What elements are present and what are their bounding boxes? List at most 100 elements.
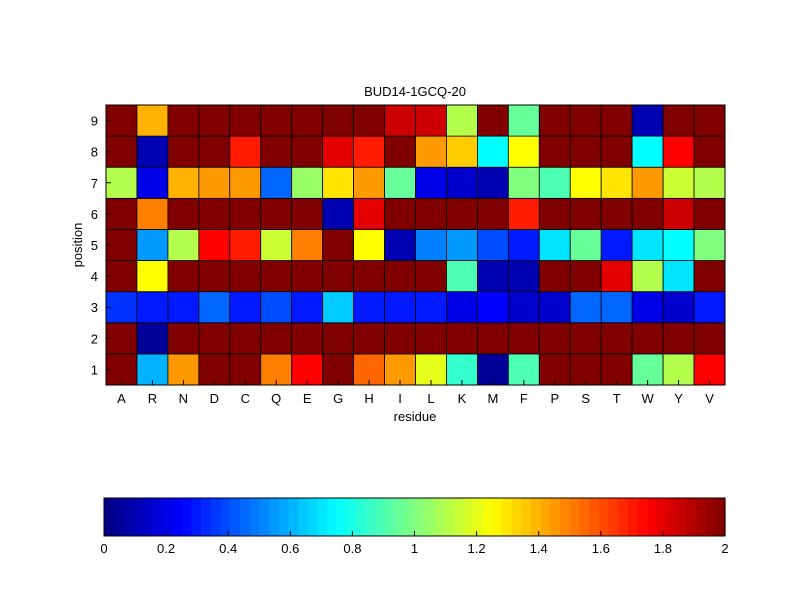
heatmap-cell bbox=[476, 104, 509, 137]
heatmap-cell bbox=[569, 166, 602, 199]
heatmap-cell bbox=[476, 322, 509, 355]
colorbar-swatch bbox=[560, 498, 571, 536]
colorbar-swatch bbox=[307, 498, 319, 536]
y-tick-label: 7 bbox=[91, 176, 98, 191]
heatmap-cell bbox=[476, 197, 509, 230]
heatmap-cell bbox=[600, 166, 633, 199]
heatmap-cell bbox=[693, 135, 726, 168]
heatmap-cell bbox=[538, 166, 571, 199]
heatmap-cell bbox=[507, 197, 540, 230]
heatmap-cell bbox=[507, 166, 540, 199]
heatmap-cell bbox=[353, 166, 385, 199]
colorbar-swatch bbox=[540, 498, 551, 536]
colorbar-tick-label: 0.8 bbox=[343, 541, 361, 556]
y-tick-labels: 1 2 3 4 5 6 7 8 9 bbox=[91, 114, 111, 377]
heatmap-cell bbox=[446, 135, 478, 168]
colorbar-tick-label: 1.2 bbox=[468, 541, 486, 556]
heatmap-cell bbox=[229, 197, 262, 230]
heatmap-cell bbox=[415, 229, 447, 261]
colorbar-swatch bbox=[191, 498, 202, 536]
heatmap-cell bbox=[569, 135, 602, 168]
colorbar-tick-label: 0 bbox=[100, 541, 107, 556]
colorbar-swatch bbox=[162, 498, 173, 536]
heatmap-cell bbox=[229, 322, 262, 355]
heatmap-cell bbox=[693, 291, 726, 324]
heatmap-cell bbox=[507, 322, 540, 355]
y-tick-label: 6 bbox=[91, 207, 98, 222]
heatmap-cell bbox=[136, 322, 169, 355]
colorbar-swatch bbox=[395, 498, 406, 536]
heatmap-cell bbox=[446, 229, 478, 261]
colorbar-swatch bbox=[647, 498, 658, 536]
heatmap-cell bbox=[538, 197, 571, 230]
heatmap-cell bbox=[291, 166, 324, 199]
heatmap-cell bbox=[353, 322, 385, 355]
heatmap-cell bbox=[662, 291, 695, 324]
heatmap-cell bbox=[198, 104, 231, 137]
heatmap-cell bbox=[384, 353, 416, 386]
x-tick-label: T bbox=[613, 391, 621, 406]
heatmap-cell bbox=[476, 291, 509, 324]
heatmap-cell bbox=[291, 291, 324, 324]
x-tick-label: S bbox=[581, 391, 590, 406]
heatmap-cell bbox=[136, 291, 169, 324]
colorbar-swatch bbox=[550, 498, 561, 536]
heatmap-cell bbox=[229, 135, 262, 168]
colorbar-tick-label: 0.2 bbox=[157, 541, 175, 556]
colorbar-swatch bbox=[627, 498, 639, 536]
y-axis-label: position bbox=[70, 223, 85, 268]
heatmap-cell bbox=[260, 353, 293, 386]
y-tick-label: 4 bbox=[91, 269, 98, 284]
heatmap-cell bbox=[569, 291, 602, 324]
x-tick-label: P bbox=[550, 391, 559, 406]
heatmap-cell bbox=[415, 291, 447, 324]
colorbar-swatch bbox=[530, 498, 542, 536]
x-tick-label: R bbox=[148, 391, 157, 406]
y-tick-label: 3 bbox=[91, 300, 98, 315]
heatmap-cell bbox=[384, 135, 416, 168]
heatmap-cell bbox=[322, 197, 354, 230]
colorbar-swatch bbox=[521, 498, 532, 536]
heatmap-cell bbox=[662, 135, 695, 168]
y-tick-label: 1 bbox=[91, 362, 98, 377]
heatmap-cell bbox=[631, 260, 664, 293]
colorbar-swatch bbox=[356, 498, 367, 536]
colorbar-swatch bbox=[666, 498, 678, 536]
heatmap-cell bbox=[446, 197, 478, 230]
heatmap-cell bbox=[198, 229, 231, 261]
x-tick-label: Q bbox=[271, 391, 281, 406]
heatmap-cell bbox=[291, 260, 324, 293]
colorbar-swatch bbox=[424, 498, 435, 536]
heatmap-cell bbox=[415, 135, 447, 168]
x-tick-label: G bbox=[333, 391, 343, 406]
heatmap-cell bbox=[507, 135, 540, 168]
y-tick-label: 8 bbox=[91, 145, 98, 160]
heatmap-cell bbox=[631, 166, 664, 199]
heatmap-cell bbox=[384, 260, 416, 293]
heatmap-cell bbox=[167, 291, 200, 324]
x-tick-label: F bbox=[520, 391, 528, 406]
heatmap-cell bbox=[538, 291, 571, 324]
heatmap-cell bbox=[105, 260, 138, 293]
colorbar-tick-labels: 0 0.2 0.4 0.6 0.8 1 1.2 1.4 1.6 1.8 2 bbox=[100, 531, 729, 556]
heatmap-cell bbox=[136, 166, 169, 199]
heatmap-cell bbox=[384, 104, 416, 137]
heatmap-cell bbox=[384, 322, 416, 355]
colorbar bbox=[104, 498, 726, 536]
colorbar-swatch bbox=[443, 498, 454, 536]
colorbar-tick-label: 1.4 bbox=[530, 541, 548, 556]
heatmap-cell bbox=[693, 353, 726, 386]
colorbar-swatch bbox=[676, 498, 687, 536]
colorbar-swatch bbox=[268, 498, 280, 536]
heatmap-cell bbox=[446, 104, 478, 137]
colorbar-swatch bbox=[249, 498, 260, 536]
heatmap-cell bbox=[353, 229, 385, 261]
colorbar-swatch bbox=[298, 498, 309, 536]
heatmap-cell bbox=[291, 197, 324, 230]
heatmap-cell bbox=[384, 291, 416, 324]
heatmap-cell bbox=[167, 104, 200, 137]
heatmap-cell bbox=[415, 166, 447, 199]
heatmap-cell bbox=[569, 229, 602, 261]
x-tick-label: L bbox=[427, 391, 434, 406]
